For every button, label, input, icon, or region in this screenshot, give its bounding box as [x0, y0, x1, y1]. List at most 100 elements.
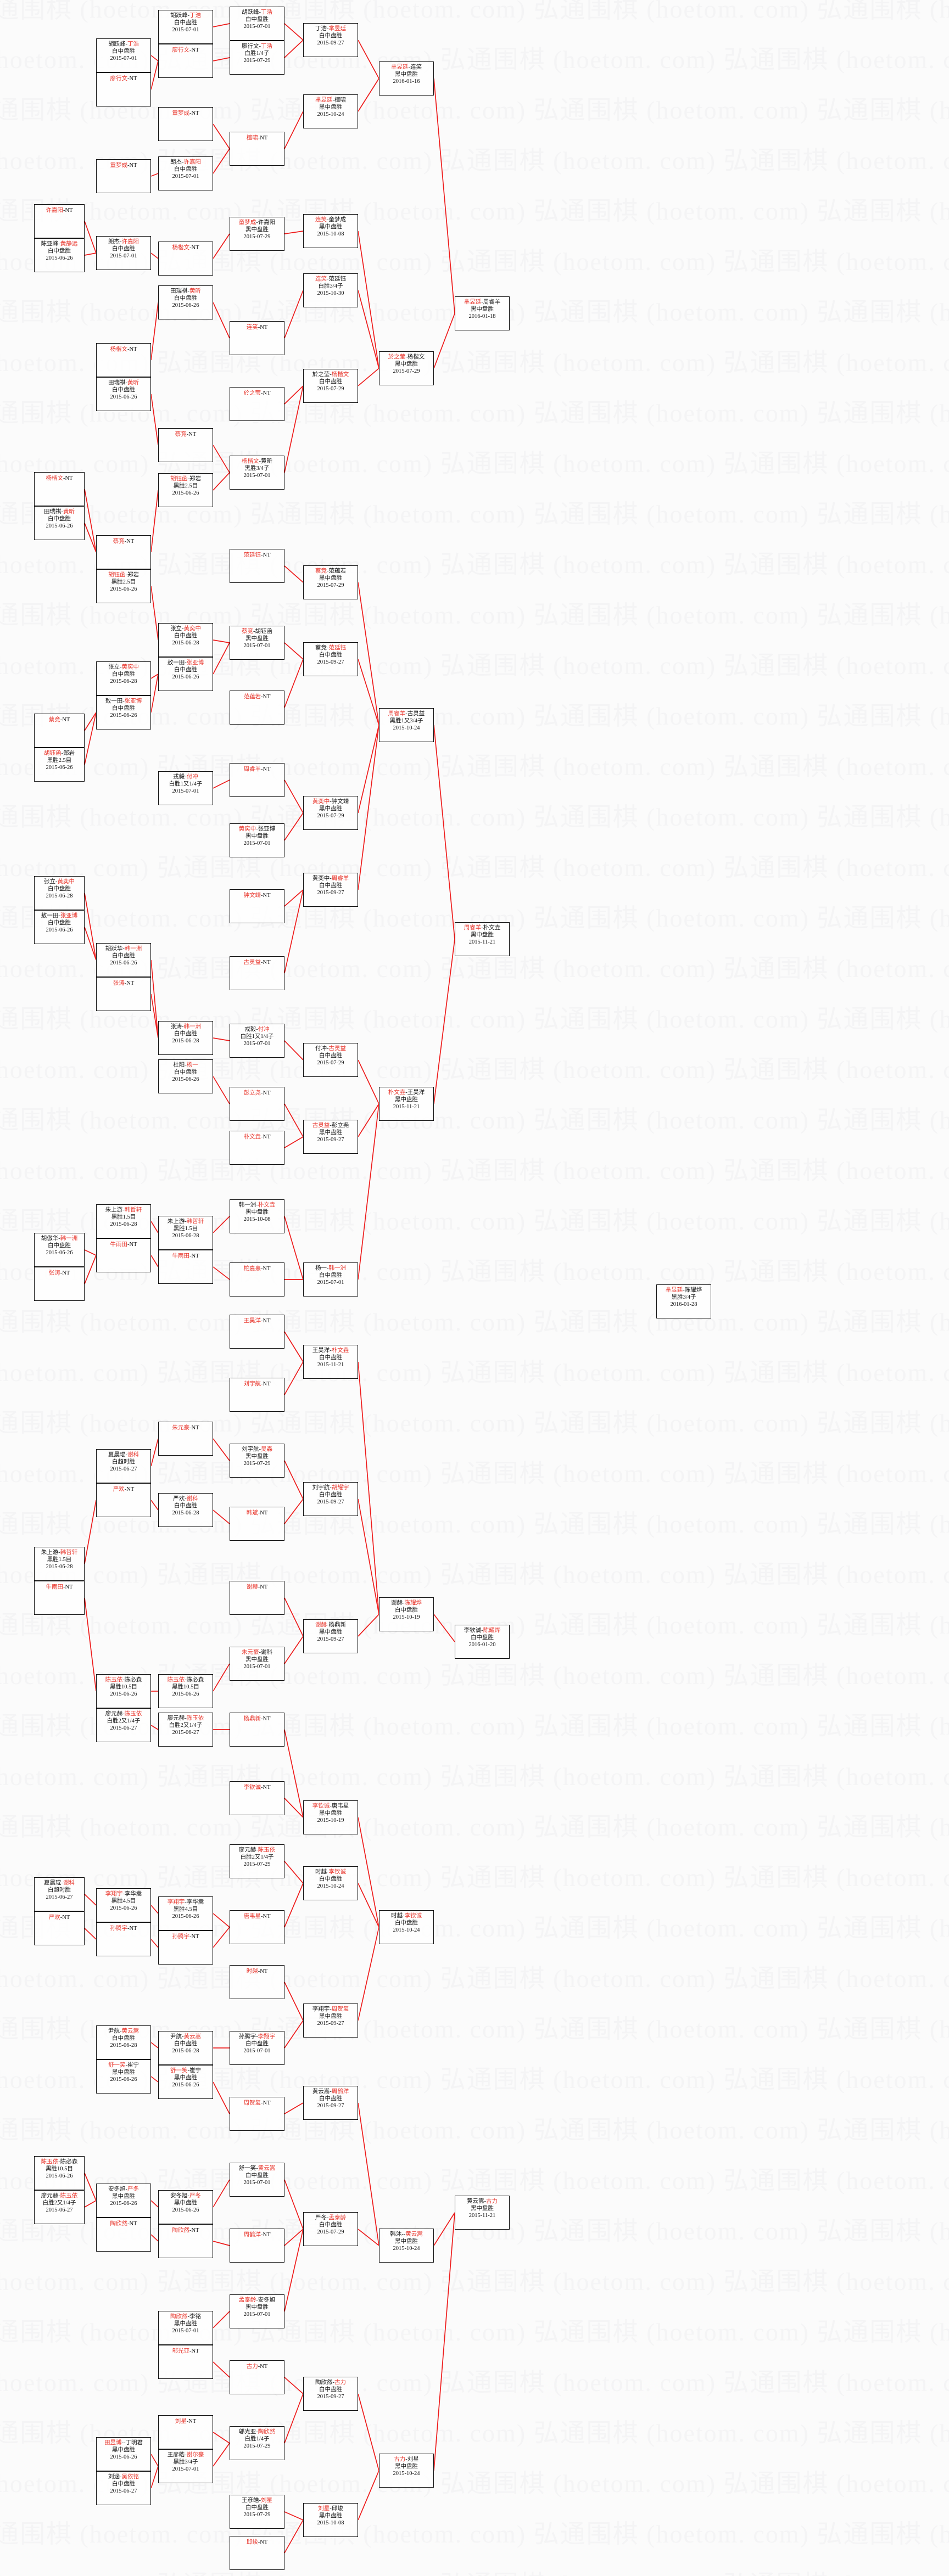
c2-caijing[interactable]: 蔡竞-NT: [96, 535, 151, 569]
c4-fantingyu[interactable]: 范廷钰-NT: [230, 549, 284, 583]
c2-huyuefeng-dinghao[interactable]: 胡跃峰-丁浩 白中盘胜 2015-07-01: [96, 38, 151, 72]
c3-chenyuyi[interactable]: 陈玉依-陈必森 黑胜10.5目 2015-06-26: [158, 1674, 213, 1708]
c2-aoyitian-zhangyabo[interactable]: 敖一田-张亚博 白中盘胜 2015-06-26: [96, 695, 151, 729]
c4-liaoyuanhe-chenyuyi[interactable]: 廖元赫-陈玉依 白胜2又1/4子 2015-07-29: [230, 1844, 284, 1878]
c3-rongyi-fuchong[interactable]: 戎毅-付冲 白胜1又1/4子 2015-07-01: [158, 771, 213, 805]
c5-yuzhi-yangkai[interactable]: 於之莹-杨楷文 白中盘胜 2015-07-29: [303, 369, 358, 403]
c5-fuchong-gulingyi[interactable]: 付冲-古灵益 白中盘胜 2015-07-29: [303, 1043, 358, 1077]
c2-tongmengcheng[interactable]: 童梦成-NT: [96, 159, 151, 193]
c2-zhangtao[interactable]: 张涛-NT: [96, 977, 151, 1011]
c7-huangyun-guli[interactable]: 黄云嵩-古力 黑中盘胜 2015-11-21: [455, 2196, 510, 2230]
c7-zhou-puwenyao[interactable]: 周睿羊-朴文垚 黑中盘胜 2015-11-21: [455, 922, 510, 956]
c5-xiehe-yangding[interactable]: 谢赫-杨鼎新 黑中盘胜 2015-09-27: [303, 1619, 358, 1653]
c1-chenyuyi[interactable]: 陈玉依-陈必森 黑胜10.5目 2015-06-26: [34, 2156, 85, 2190]
c4-yuzhiying[interactable]: 於之莹-NT: [230, 387, 284, 421]
c2-andongxu[interactable]: 安冬旭-严冬 黑中盘胜 2015-06-26: [96, 2184, 151, 2218]
c3-wangyanhao[interactable]: 王彦皓-谢尔豪 黑胜3/4子 2015-07-01: [158, 2449, 213, 2483]
c7-liqincheng-chenyao[interactable]: 李钦诚-陈耀烨 白中盘胜 2016-01-20: [455, 1625, 510, 1659]
c1-zhushangyou[interactable]: 朱上游-韩哲轩 黑胜1.5目 2015-06-28: [34, 1547, 85, 1581]
c4-qiujun[interactable]: 邱峻-NT: [230, 2536, 284, 2570]
c1-caijing[interactable]: 蔡竞-NT: [34, 714, 85, 748]
c2-xiachenkun[interactable]: 夏晨琨-谢科 白超时胜 2015-06-27: [96, 1449, 151, 1483]
c2-hujunfeng[interactable]: 胡跃华-韩一洲 白中盘胜 2015-06-26: [96, 943, 151, 977]
c4-zhuyuanhao-xieke[interactable]: 朱元豪-谢科 黑中盘胜 2015-07-01: [230, 1647, 284, 1681]
c1-aoyitian[interactable]: 敖一田-张亚博 白中盘胜 2015-06-26: [34, 910, 85, 944]
c5-huangyi-zhouruiyang[interactable]: 黄奕中-周睿羊 白中盘胜 2015-09-27: [303, 873, 358, 907]
c2-taoxinran[interactable]: 陶欣然-NT: [96, 2218, 151, 2252]
c3-liuxing[interactable]: 刘星-NT: [158, 2415, 213, 2449]
c3-yanhuan-xieke[interactable]: 严欢-谢科 白中盘胜 2015-06-28: [158, 1493, 213, 1527]
c4-fanyunruo[interactable]: 范蕴若-NT: [230, 691, 284, 725]
c3-suntengyu[interactable]: 孙腾宇-NT: [158, 1930, 213, 1965]
c1-tianruiqi[interactable]: 田瑞祺-黄昕 白中盘胜 2015-06-26: [34, 506, 85, 540]
c5-yangyi-hanyizhou[interactable]: 杨一-韩一洲 白中盘胜 2015-07-01: [303, 1262, 358, 1297]
c2-tianyubo[interactable]: 田昱博--丁明君 黑中盘胜 2015-06-26: [96, 2437, 151, 2471]
c5-fantingyu-caijing[interactable]: 蔡竞-范廷钰 白中盘胜 2015-09-27: [303, 642, 358, 676]
c3-shuyixiao[interactable]: 舒一笑-崔宁 黑中盘胜 2015-06-26: [158, 2065, 213, 2099]
c4-zhouhexi[interactable]: 周贺玺-NT: [230, 2097, 284, 2131]
c4-dinghao-result[interactable]: 胡跃峰-丁浩 白中盘胜 2015-07-01: [230, 7, 284, 41]
c4-liaoxingwen-dinghao[interactable]: 廖行文-丁浩 白胜1/4子 2015-07-29: [230, 41, 284, 75]
c2-zhangli-huangyi[interactable]: 张立-黄奕中 白中盘胜 2015-06-28: [96, 661, 151, 695]
c3-zhangtao-hanyizhou[interactable]: 张涛-韩一洲 白中盘胜 2015-06-28: [158, 1021, 213, 1055]
c4-guli[interactable]: 古力-NT: [230, 2360, 284, 2394]
c4-penglirao[interactable]: 彭立尧-NT: [230, 1087, 284, 1121]
c1-huaohua[interactable]: 胡傲华-韩一洲 白中盘胜 2015-06-26: [34, 1233, 85, 1267]
c1-zhangli[interactable]: 张立-黄奕中 白中盘胜 2015-06-28: [34, 876, 85, 910]
c5-lianxiao-fanting[interactable]: 连笑-范廷钰 白胜3/4子 2015-10-30: [303, 273, 358, 307]
c2-tianruiqi-huangxin[interactable]: 田瑞祺-黄昕 白中盘胜 2015-06-26: [96, 377, 151, 411]
c3-wuguangya[interactable]: 邬光亚-NT: [158, 2345, 213, 2379]
c4-tongmeng-xujiayang[interactable]: 童梦成-许嘉阳 黑中盘胜 2015-07-29: [230, 217, 284, 251]
c4-lianxiao[interactable]: 连笑-NT: [230, 321, 284, 355]
c5-mi-tanxiao[interactable]: 芈昱廷-檀啸 黑中盘胜 2015-10-24: [303, 94, 358, 128]
c4-zhouruiyang[interactable]: 周睿羊-NT: [230, 763, 284, 797]
c1-niuyutian[interactable]: 牛雨田-NT: [34, 1581, 85, 1615]
c1-chenyafeng[interactable]: 陈亚峰-黄静远 白中盘胜 2015-06-26: [34, 238, 85, 272]
c3-tianruiqi[interactable]: 田瑞祺-黄昕 白中盘胜 2015-06-26: [158, 285, 213, 319]
c4-gulingyi[interactable]: 古灵益-NT: [230, 956, 284, 990]
c6-puwenyao-wang[interactable]: 朴文垚-王昊洋 黑中盘胜 2015-11-21: [379, 1087, 434, 1121]
c3-yangkaiwen[interactable]: 杨楷文-NT: [158, 242, 213, 276]
c1-liaoyuanhe[interactable]: 廖元赫-陈玉依 白胜2又1/4子 2015-06-27: [34, 2190, 85, 2224]
c5-lixiang-zhouhe[interactable]: 李翔宇-周贺玺 黑中盘胜 2015-09-27: [303, 2003, 358, 2038]
final-mi-chen[interactable]: 芈昱廷-陈耀烨 黑胜3/4子 2016-01-28: [656, 1284, 711, 1318]
c6-yangkai-fanting[interactable]: 於之莹-杨楷文 黑中盘胜 2015-07-29: [379, 351, 434, 385]
c4-yangkai-huangxin[interactable]: 杨楷文-黄昕 黑胜3/4子 2015-07-01: [230, 456, 284, 490]
c1-yanhuan[interactable]: 严欢-NT: [34, 1911, 85, 1945]
c3-duyang-yangyi[interactable]: 杜阳-杨一 白中盘胜 2015-06-26: [158, 1059, 213, 1093]
c2-niuyutian[interactable]: 牛雨田-NT: [96, 1238, 151, 1272]
c1-xujiayang[interactable]: 许嘉阳-NT: [34, 204, 85, 238]
c5-lianxiao-tongmeng[interactable]: 连笑-童梦成 黑中盘胜 2015-10-08: [303, 214, 358, 248]
c2-lixiangyu[interactable]: 李翔宇-李华嵩 黑胜4.5目 2015-06-26: [96, 1888, 151, 1922]
c3-yinhang[interactable]: 尹航-黄云嵩 白中盘胜 2015-06-28: [158, 2031, 213, 2065]
c4-hanbin[interactable]: 韩斌-NT: [230, 1507, 284, 1541]
c5-dinghao-mi[interactable]: 丁浩-芈昱廷 白中盘胜 2015-09-27: [303, 23, 358, 57]
c4-shuyixiao-huangyun[interactable]: 舒一笑-黄云嵩 白中盘胜 2015-07-01: [230, 2163, 284, 2197]
c5-liqincheng-tangwei[interactable]: 李钦诚-唐韦星 黑中盘胜 2015-10-19: [303, 1800, 358, 1834]
c4-wanghaoyang[interactable]: 王昊洋-NT: [230, 1315, 284, 1349]
c1-zhangtao[interactable]: 张涛-NT: [34, 1267, 85, 1301]
c3-taoxinran-liming[interactable]: 陶欣然-李铭 黑中盘胜 2015-07-01: [158, 2311, 213, 2345]
c4-yangdingxin[interactable]: 杨鼎新-NT: [230, 1713, 284, 1747]
c3-lixiangyu[interactable]: 李翔宇-李华嵩 黑胜4.5目 2015-06-26: [158, 1896, 213, 1930]
c1-xiachenkun[interactable]: 夏晨琨-谢科 白超时胜 2015-06-27: [34, 1877, 85, 1911]
c5-huangyi-zhongwen[interactable]: 黄奕中-钟文靖 黑中盘胜 2015-07-29: [303, 796, 358, 830]
c4-kejie[interactable]: 柁嘉熹-NT: [230, 1262, 284, 1297]
c4-liqincheng[interactable]: 李钦诚-NT: [230, 1781, 284, 1815]
c2-suntengyu[interactable]: 孙腾宇-NT: [96, 1922, 151, 1956]
c5-caijing-fanyun[interactable]: 蔡竞-范蕴若 黑中盘胜 2015-07-29: [303, 565, 358, 599]
c2-yanhuan[interactable]: 严欢-NT: [96, 1483, 151, 1517]
c7-mi-zhou[interactable]: 芈昱廷-周睿羊 黑中盘胜 2016-01-18: [455, 296, 510, 330]
c2-liaoxingwen[interactable]: 廖行文-NT: [96, 72, 151, 106]
c2-shuyixiao[interactable]: 舒一笑-崔宁 黑中盘胜 2015-06-26: [96, 2059, 151, 2094]
c5-huangyun-zhouhe[interactable]: 黄云嵩-周鹤洋 白中盘胜 2015-09-27: [303, 2086, 358, 2120]
c5-liu-wusen[interactable]: 刘宇航-胡耀宇 白中盘胜 2015-09-27: [303, 1482, 358, 1516]
c5-taoxin-guli[interactable]: 陶欣然-古力 白中盘胜 2015-09-27: [303, 2377, 358, 2411]
c3-zhuyuanhao[interactable]: 朱元豪-NT: [158, 1422, 213, 1456]
c3-huyuefeng-dinghao[interactable]: 胡跃峰-丁浩 白中盘胜 2015-07-01: [158, 10, 213, 44]
c5-liuxing-qiujun[interactable]: 刘星-邱峻 黑中盘胜 2015-10-08: [303, 2503, 358, 2537]
c3-liaoyuanhe-chenyuyi[interactable]: 廖元赫-陈玉依 白胜2又1/4子 2015-06-27: [158, 1713, 213, 1747]
c1-yangkaiwen[interactable]: 杨楷文-NT: [34, 472, 85, 506]
c2-liuhan[interactable]: 刘涵-吴依铭 白中盘胜 2015-06-27: [96, 2471, 151, 2505]
c6-shiyue-liqincheng[interactable]: 时越-李钦诚 白中盘胜 2015-10-24: [379, 1910, 434, 1944]
